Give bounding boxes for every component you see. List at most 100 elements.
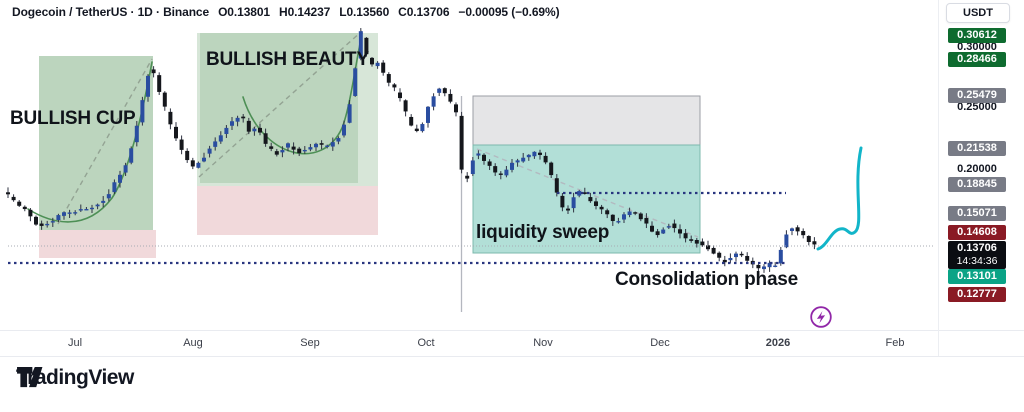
tradingview-mark-icon xyxy=(17,366,43,388)
candle xyxy=(493,166,498,173)
candle xyxy=(487,161,492,166)
cup-trendline-dashed[interactable] xyxy=(57,58,153,225)
price-label-level-018845: 0.18845 xyxy=(948,177,1006,192)
candle xyxy=(678,229,682,234)
candle xyxy=(358,31,363,59)
candle xyxy=(286,143,290,148)
candle xyxy=(17,201,22,206)
tradingview-logo-text: TradingView xyxy=(16,366,134,389)
bullish-beauty-zone-green-inner[interactable] xyxy=(200,33,358,183)
lightning-icon[interactable] xyxy=(806,302,836,332)
candle xyxy=(700,241,705,246)
bullish-cup-zone-red[interactable] xyxy=(39,230,156,258)
candle xyxy=(140,100,145,123)
candle xyxy=(420,124,425,132)
candle xyxy=(67,212,72,214)
price-label-round-level-020: 0.20000 xyxy=(957,163,997,175)
candle xyxy=(566,208,570,211)
candle xyxy=(78,209,83,211)
candle xyxy=(767,262,772,268)
candle xyxy=(498,173,503,175)
symbol-header[interactable]: Dogecoin / TetherUS · 1D · Binance O0.13… xyxy=(12,5,560,19)
beauty-trendline-dashed[interactable] xyxy=(198,30,363,178)
candle xyxy=(101,200,106,203)
candle xyxy=(174,126,178,139)
tradingview-logo[interactable]: TradingView xyxy=(16,366,134,390)
bullish-beauty-zone-red[interactable] xyxy=(197,186,378,235)
candle xyxy=(806,236,811,242)
candle xyxy=(773,265,778,267)
ohlc-part: L0.13560 xyxy=(339,5,390,19)
candle xyxy=(560,195,565,208)
candle xyxy=(112,182,117,193)
candle xyxy=(330,142,335,147)
candle xyxy=(554,178,559,193)
supply-zone-gray[interactable] xyxy=(472,95,701,146)
candle xyxy=(790,228,794,231)
candle xyxy=(263,133,268,144)
candle xyxy=(280,150,285,153)
ohlc-part: O0.13801 xyxy=(218,5,270,19)
candle xyxy=(650,225,654,232)
candle xyxy=(381,62,386,73)
candle xyxy=(353,68,358,96)
candle xyxy=(11,196,16,201)
candle xyxy=(476,153,481,156)
projection-curve[interactable] xyxy=(816,146,863,251)
time-label-Dec: Dec xyxy=(650,337,670,349)
candle xyxy=(403,100,408,112)
candle xyxy=(246,120,251,132)
candle xyxy=(454,104,458,113)
candle xyxy=(616,221,621,223)
price-label-peek-round-level-030: 0.30000 xyxy=(957,41,997,53)
candle xyxy=(571,197,576,209)
time-label-Feb: Feb xyxy=(885,337,905,349)
candle xyxy=(392,84,397,88)
candle xyxy=(599,206,604,210)
candle xyxy=(778,249,783,264)
ohlc-part: C0.13706 xyxy=(398,5,450,19)
price-label-stop-level-2: 0.12777 xyxy=(948,287,1006,302)
candle xyxy=(106,194,111,199)
consolidation-label[interactable]: Consolidation phase xyxy=(615,269,799,290)
price-label-stop-level-1: 0.14608 xyxy=(948,225,1006,240)
candle xyxy=(622,214,626,220)
candle xyxy=(672,223,677,229)
candle xyxy=(426,106,430,123)
price-label-support-level-teal: 0.13101 xyxy=(948,269,1006,284)
candle xyxy=(162,92,167,107)
candle xyxy=(694,239,699,244)
candle xyxy=(801,231,806,236)
price-label-target-level-1: 0.30612 xyxy=(948,28,1006,43)
candle xyxy=(258,127,262,133)
candle xyxy=(795,227,800,232)
candle xyxy=(459,115,464,170)
candle xyxy=(655,231,660,236)
price-label-resistance-level-1: 0.25479 xyxy=(948,88,1006,103)
candle xyxy=(532,151,537,157)
bullish-beauty-label[interactable]: BULLISH BEAUTY xyxy=(206,49,369,70)
candle xyxy=(22,206,27,210)
time-axis-separator xyxy=(0,330,1024,331)
time-label-Sep: Sep xyxy=(300,337,320,349)
symbol-title[interactable]: Dogecoin / TetherUS · 1D · Binance xyxy=(12,5,210,19)
candle xyxy=(594,201,598,206)
bullish-cup-label[interactable]: BULLISH CUP xyxy=(10,108,136,129)
candle xyxy=(185,150,190,161)
currency-toggle-button[interactable]: USDT xyxy=(946,3,1010,23)
time-label-Oct: Oct xyxy=(417,337,435,349)
candle xyxy=(717,252,722,258)
liquidity-sweep-label[interactable]: liquidity sweep xyxy=(476,222,610,243)
candle xyxy=(190,160,195,167)
bullish-cup-zone-green[interactable] xyxy=(39,56,153,230)
time-label-Nov: Nov xyxy=(533,337,553,349)
candle xyxy=(734,253,738,258)
candle xyxy=(504,169,509,176)
candle xyxy=(168,111,173,125)
candle xyxy=(706,245,710,250)
candle xyxy=(482,154,486,161)
candle xyxy=(549,162,554,176)
candle xyxy=(364,37,369,55)
